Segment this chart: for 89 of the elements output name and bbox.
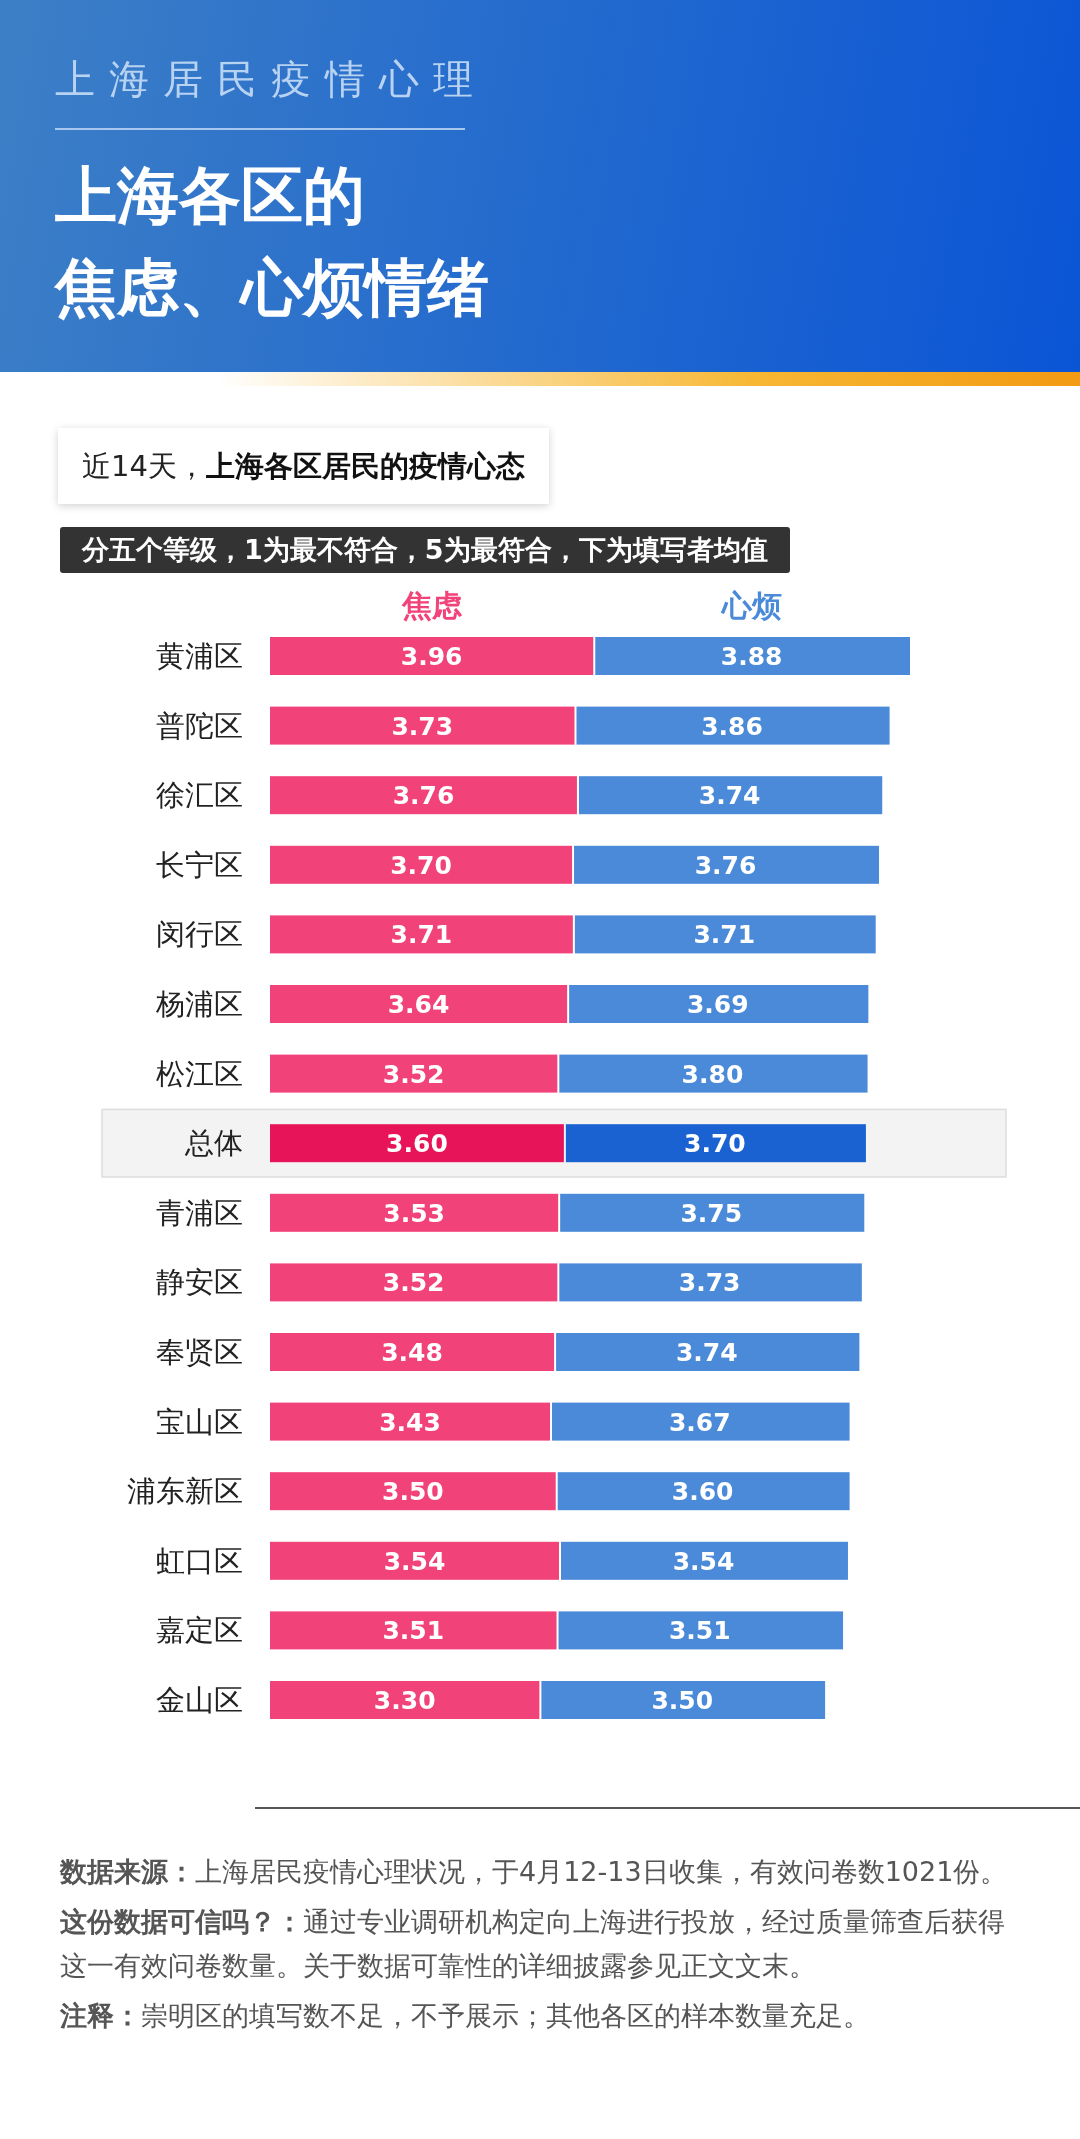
bar	[270, 985, 568, 1023]
y-tick-label: 青浦区	[156, 1195, 243, 1230]
y-tick-label: 总体	[184, 1126, 243, 1161]
bar	[556, 1333, 860, 1371]
bar	[270, 1054, 558, 1093]
text: 这份数据可信吗？：通过专业调研机构定向上海进行投放，经过质量筛查后获得这一有效问卷数量。关于数据可靠性的详细披露参见正文文末。	[60, 1906, 1005, 1981]
series-label: 心烦	[719, 588, 782, 623]
data-label: 3.71	[693, 920, 756, 950]
y-tick-label: 宝山区	[156, 1404, 243, 1439]
data-label: 3.67	[668, 1407, 731, 1437]
data-label: 3.60	[671, 1477, 734, 1507]
data-label: 3.43	[379, 1407, 441, 1437]
y-tick-label: 徐汇区	[156, 778, 243, 813]
y-tick-label: 闵行区	[156, 917, 243, 952]
data-label: 3.96	[400, 642, 463, 671]
data-label: 3.70	[390, 850, 452, 880]
data-label: 3.80	[681, 1059, 744, 1089]
text: 上海居民疫情心理	[55, 55, 487, 104]
data-label: 3.54	[383, 1546, 446, 1576]
y-tick-label: 浦东新区	[127, 1474, 243, 1509]
bar	[574, 915, 876, 954]
data-label: 3.50	[651, 1686, 714, 1715]
bar	[552, 1402, 850, 1441]
y-tick-label: 金山区	[156, 1683, 243, 1717]
bar	[270, 1402, 550, 1441]
data-label: 3.88	[720, 642, 783, 671]
bar	[574, 845, 879, 884]
bar	[270, 1472, 556, 1511]
data-label: 3.74	[675, 1338, 738, 1367]
bar	[270, 915, 573, 954]
chart-title: 上海各区的焦虑、心烦情绪	[55, 158, 489, 326]
bar	[270, 706, 575, 745]
bar	[270, 845, 573, 884]
data-label: 3.86	[701, 711, 763, 741]
data-label: 3.30	[373, 1686, 436, 1715]
text: 注释：崇明区的填写数不足，不予展示；其他各区的样本数量充足。	[60, 2000, 870, 2031]
y-tick-label: 黄浦区	[156, 639, 243, 673]
data-label: 3.74	[698, 781, 761, 811]
data-label: 3.73	[678, 1268, 741, 1298]
data-label: 3.51	[382, 1616, 445, 1646]
series-label: 焦虑	[400, 588, 463, 623]
y-tick-label: 长宁区	[156, 847, 243, 882]
data-label: 3.52	[382, 1059, 445, 1089]
bar	[270, 1541, 559, 1580]
bar	[559, 1263, 862, 1302]
bar	[557, 1472, 850, 1511]
y-tick-label: 奉贤区	[156, 1335, 243, 1369]
data-label: 3.69	[686, 990, 749, 1019]
y-tick-label: 静安区	[156, 1265, 243, 1300]
data-label: 3.76	[392, 781, 455, 811]
data-label: 3.53	[383, 1198, 445, 1228]
bar	[576, 706, 890, 745]
bar	[560, 1541, 848, 1580]
data-label: 3.54	[672, 1546, 735, 1576]
bar	[270, 1681, 540, 1719]
bar	[541, 1681, 826, 1719]
bar	[270, 1263, 558, 1302]
bar	[595, 637, 910, 675]
data-label: 3.73	[391, 711, 454, 741]
y-tick-label: 嘉定区	[156, 1613, 243, 1648]
data-label: 3.48	[381, 1338, 443, 1367]
bar	[559, 1054, 868, 1093]
bar	[270, 1193, 559, 1232]
bar	[558, 1611, 844, 1650]
y-tick-label: 杨浦区	[155, 987, 243, 1021]
data-label: 3.75	[680, 1198, 743, 1228]
bar	[560, 1193, 865, 1232]
y-tick-label: 虹口区	[156, 1543, 243, 1578]
data-label: 3.76	[694, 850, 757, 880]
y-tick-label: 普陀区	[156, 708, 243, 743]
bar	[270, 1333, 555, 1371]
bar	[569, 985, 869, 1023]
data-label: 3.50	[382, 1477, 444, 1507]
data-label: 3.52	[382, 1268, 445, 1298]
text: 分五个等级，1为最不符合，5为最符合，下为填写者均值	[60, 527, 790, 573]
data-label: 3.64	[387, 990, 450, 1019]
source-note: 数据来源：上海居民疫情心理状况，于4月12-13日收集，有效问卷数1021份。	[60, 1856, 1008, 1887]
y-tick-label: 松江区	[156, 1056, 243, 1091]
bar	[270, 776, 577, 815]
bar	[578, 776, 883, 815]
bar	[270, 1611, 557, 1650]
data-label: 3.51	[668, 1616, 731, 1646]
data-label: 3.71	[390, 920, 453, 950]
bar	[565, 1124, 866, 1163]
data-label: 3.70	[684, 1129, 746, 1159]
chart-subtitle: 近14天，上海各区居民的疫情心态	[82, 449, 525, 483]
data-label: 3.60	[386, 1129, 448, 1159]
bar	[270, 637, 594, 675]
bar	[270, 1124, 564, 1163]
